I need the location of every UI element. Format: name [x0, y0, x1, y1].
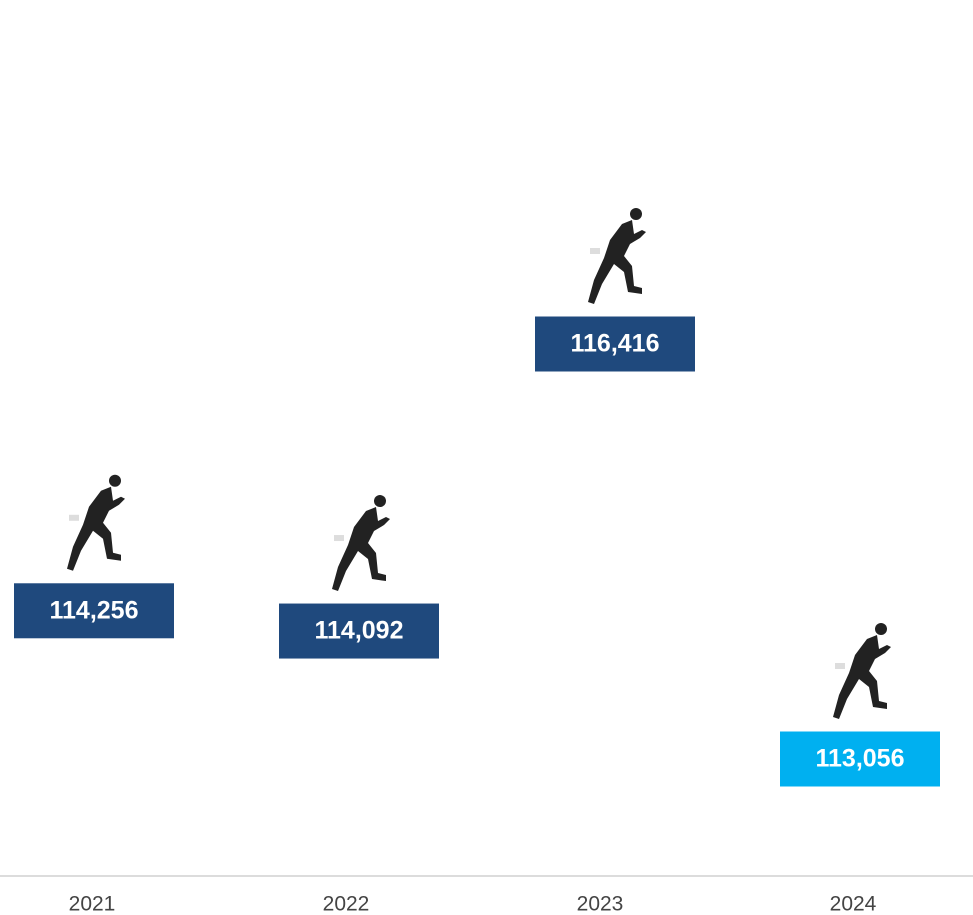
- value-label: 116,416: [571, 330, 660, 358]
- runner-body: [67, 486, 125, 571]
- value-label: 113,056: [816, 745, 905, 773]
- runner-head: [109, 474, 121, 487]
- runner-paper: [334, 535, 344, 542]
- value-box: [780, 731, 940, 787]
- runner-icon: [833, 623, 891, 719]
- runner-icon: [67, 474, 125, 571]
- x-tick-label: 2022: [323, 893, 370, 915]
- runner-paper: [590, 248, 600, 254]
- value-box: [279, 603, 439, 659]
- runner-head: [374, 495, 386, 508]
- x-tick-label: 2023: [577, 893, 624, 915]
- runner-body: [332, 507, 390, 592]
- runner-head: [630, 208, 642, 220]
- value-label: 114,256: [50, 596, 139, 624]
- value-box: [535, 316, 695, 372]
- value-box: [14, 583, 174, 639]
- runner-icon: [332, 495, 390, 592]
- value-label: 114,092: [315, 617, 404, 645]
- runner-paper: [835, 663, 845, 669]
- runner-icon: [588, 208, 646, 304]
- runner-paper: [69, 514, 79, 521]
- x-tick-label: 2024: [830, 893, 877, 915]
- x-tick-label: 2021: [69, 893, 116, 915]
- runner-body: [588, 220, 646, 304]
- runner-body: [833, 635, 891, 719]
- runner-head: [875, 623, 887, 635]
